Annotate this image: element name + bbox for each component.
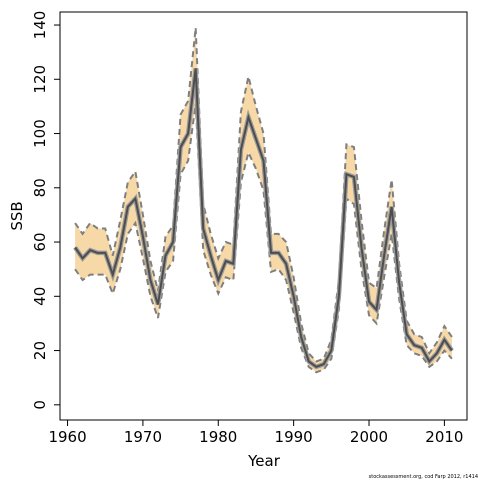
y-axis-label: SSB xyxy=(8,201,26,230)
plot-frame xyxy=(59,11,468,421)
y-tick-label: 100 xyxy=(31,119,49,148)
y-tick-label: 140 xyxy=(31,11,49,40)
x-tick-label: 1970 xyxy=(124,428,162,446)
y-tick-label: 0 xyxy=(31,400,49,410)
y-tick-label: 120 xyxy=(31,65,49,94)
x-tick-label: 2010 xyxy=(425,428,463,446)
x-tick-label: 1960 xyxy=(48,428,86,446)
footnote: stockassessment.org, cod Farp 2012, r141… xyxy=(369,474,478,480)
upper-bound xyxy=(74,27,453,363)
y-tick-label: 20 xyxy=(31,341,49,360)
confidence-band xyxy=(75,27,452,373)
lower-bound xyxy=(74,103,453,374)
x-tick-label: 1980 xyxy=(199,428,237,446)
x-tick-label: 1990 xyxy=(275,428,313,446)
y-tick-label: 60 xyxy=(31,232,49,251)
ssb-line xyxy=(74,68,453,368)
x-tick-label: 2000 xyxy=(350,428,388,446)
y-tick-label: 40 xyxy=(31,287,49,306)
x-axis-label: Year xyxy=(247,452,281,470)
y-tick-label: 80 xyxy=(31,178,49,197)
